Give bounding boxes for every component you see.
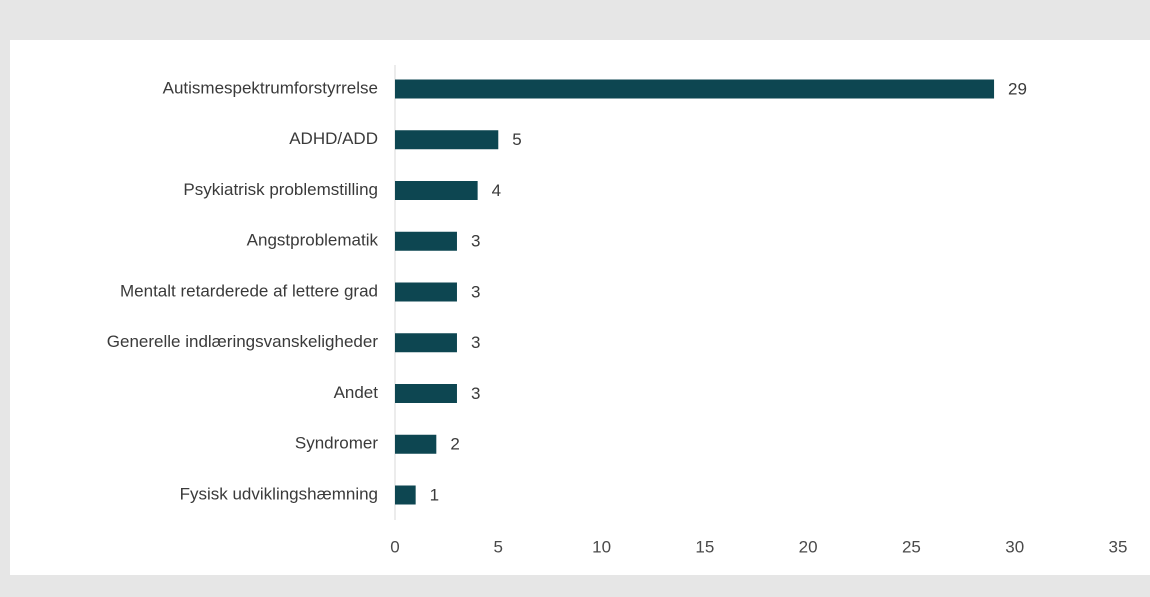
data-label: 3 — [471, 333, 480, 352]
x-tick-label: 30 — [1005, 537, 1024, 556]
data-label: 3 — [471, 282, 480, 301]
data-label: 5 — [512, 130, 521, 149]
x-axis-ticks: 0 5 10 15 20 25 30 35 — [390, 537, 1127, 556]
category-label: Mentalt retarderede af lettere grad — [120, 281, 378, 300]
bar — [395, 181, 478, 200]
data-label: 3 — [471, 232, 480, 251]
data-label: 4 — [492, 181, 501, 200]
bar — [395, 79, 995, 99]
data-label: 1 — [430, 485, 439, 504]
bar — [395, 384, 457, 403]
category-label: Fysisk udviklingshæmning — [180, 484, 378, 503]
x-tick-label: 15 — [695, 537, 714, 556]
labels-layer: Autismespektrumforstyrrelse 29 ADHD/ADD 5 Ps… — [107, 78, 1027, 504]
x-tick-label: 5 — [494, 537, 503, 556]
category-label: Syndromer — [295, 434, 378, 453]
bar — [395, 130, 499, 150]
x-tick-label: 20 — [799, 537, 818, 556]
x-tick-label: 25 — [902, 537, 921, 556]
chart-panel: Autismespektrumforstyrrelse 29 ADHD/ADD 5 Ps… — [10, 40, 1150, 575]
bar-chart: Autismespektrumforstyrrelse 29 ADHD/ADD 5 Ps… — [107, 65, 1127, 556]
data-label: 3 — [471, 384, 480, 403]
category-label: Andet — [334, 383, 379, 402]
bar — [395, 434, 437, 454]
x-tick-label: 0 — [390, 537, 399, 556]
bars-layer — [395, 79, 995, 505]
bar — [395, 231, 457, 251]
bar — [395, 282, 457, 302]
category-label: ADHD/ADD — [289, 129, 378, 148]
category-label: Autismespektrumforstyrrelse — [163, 78, 378, 97]
data-label: 2 — [450, 435, 459, 454]
x-tick-label: 35 — [1109, 537, 1128, 556]
data-label: 29 — [1008, 79, 1027, 98]
category-label: Generelle indlæringsvanskeligheder — [107, 332, 379, 351]
bar — [395, 333, 457, 353]
category-label: Psykiatrisk problemstilling — [183, 180, 378, 199]
category-label: Angstproblematik — [247, 231, 379, 250]
bar — [395, 485, 416, 505]
x-tick-label: 10 — [592, 537, 611, 556]
